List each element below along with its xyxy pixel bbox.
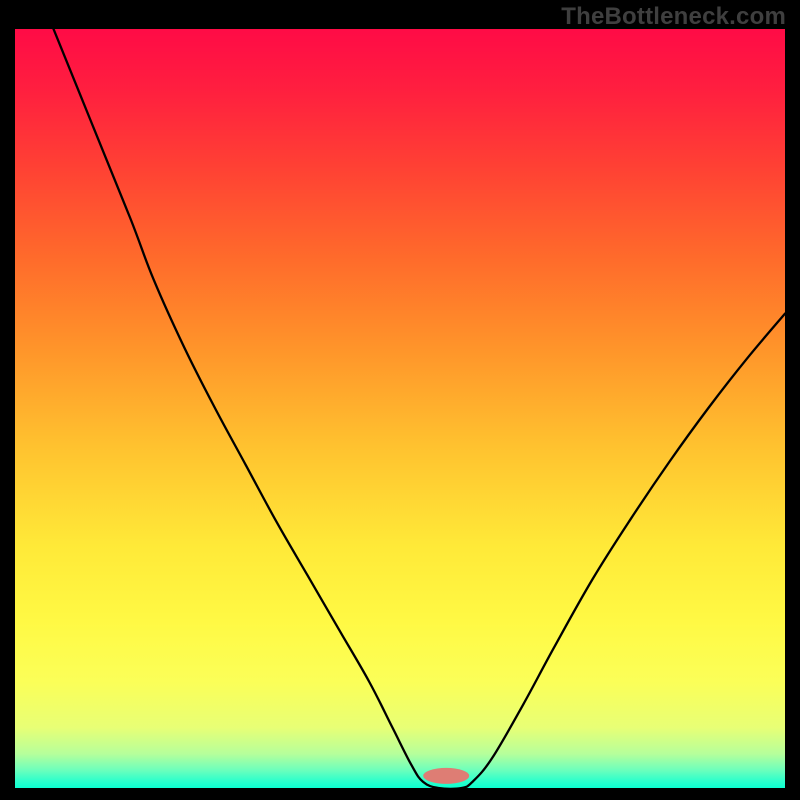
minimum-marker xyxy=(423,768,469,784)
watermark-label: TheBottleneck.com xyxy=(561,3,786,31)
curve-layer xyxy=(15,29,785,788)
plot-area xyxy=(15,29,785,788)
bottleneck-curve xyxy=(54,29,786,788)
